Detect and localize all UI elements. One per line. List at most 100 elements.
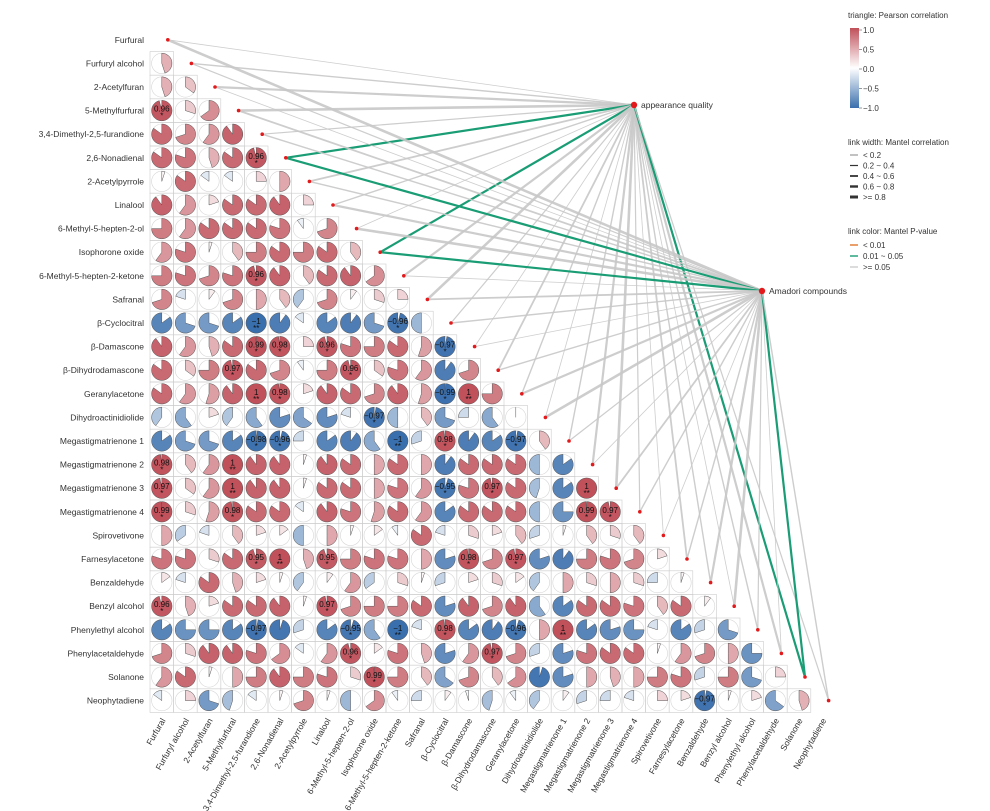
correlation-value: 0.97: [484, 647, 500, 656]
pie-slice: [515, 572, 525, 584]
legend-title-triangle: triangle: Pearson correlation: [848, 11, 948, 20]
pie-slice: [599, 501, 621, 523]
significance-mark: **: [253, 395, 259, 404]
pie-slice: [316, 430, 338, 452]
significance-mark: *: [703, 702, 706, 711]
link-width-label: >= 0.8: [863, 193, 886, 202]
env-node-label: Amadori compounds: [769, 286, 847, 296]
pie-slice: [294, 312, 304, 324]
mantel-link: [633, 104, 688, 560]
pie-slice: [303, 194, 314, 206]
pie-slice: [269, 666, 291, 688]
row-label: Phenylacetaldehyde: [67, 648, 144, 658]
correlation-value: −0.95: [340, 624, 361, 633]
mantel-link: [544, 289, 763, 419]
pie-slice: [320, 642, 338, 664]
mantel-link: [356, 227, 763, 293]
significance-mark: *: [443, 631, 446, 640]
pie-slice: [434, 548, 456, 570]
pie-slice: [205, 501, 220, 523]
correlation-value: 1: [278, 553, 283, 562]
correlation-value: 0.96: [154, 105, 170, 114]
pie-slice: [269, 619, 291, 641]
pie-slice: [387, 359, 409, 381]
pie-slice: [175, 288, 186, 300]
pie-slice: [198, 524, 210, 536]
pie-slice: [245, 501, 267, 523]
pie-slice: [528, 666, 550, 688]
pie-slice: [222, 619, 243, 641]
variable-node: [284, 156, 288, 160]
pie-slice: [245, 336, 267, 358]
correlation-value: −0.99: [435, 388, 456, 397]
pie-slice: [599, 642, 621, 664]
variable-node: [189, 61, 194, 66]
mantel-link: [615, 290, 763, 489]
pie-slice: [657, 548, 668, 560]
pie-slice: [198, 218, 220, 240]
pie-slice: [481, 454, 503, 476]
mantel-link: [426, 104, 635, 301]
mantel-link: [191, 62, 635, 106]
legend-title-link-width: link width: Mantel correlation: [848, 138, 949, 147]
mantel-link: [191, 62, 763, 292]
pie-slice: [633, 666, 645, 688]
mantel-link: [761, 290, 782, 654]
pie-slice: [202, 477, 220, 499]
pie-slice: [269, 241, 291, 263]
pie-slice: [387, 383, 409, 405]
mantel-link: [633, 104, 735, 607]
pie-slice: [279, 524, 289, 536]
pie-slice: [222, 123, 244, 145]
pie-slice: [505, 595, 527, 617]
pie-slice: [232, 572, 244, 593]
correlation-value: 0.98: [225, 506, 241, 515]
mantel-link: [632, 104, 783, 654]
pie-slice: [161, 572, 171, 584]
pie-slice: [202, 123, 220, 145]
pie-slice: [316, 288, 338, 310]
pie-slice: [434, 336, 456, 358]
pie-slice: [151, 642, 173, 664]
row-labels: Furfural Furfuryl alcohol 2-Acetylfuran 5-M…: [39, 35, 145, 706]
mantel-link: [261, 133, 763, 292]
pie-slice: [434, 572, 446, 587]
pie-slice: [198, 690, 220, 712]
pie-slice: [576, 619, 597, 641]
significance-mark: *: [491, 489, 494, 498]
correlation-value: −0.98: [246, 435, 267, 444]
pie-slice: [417, 336, 432, 358]
pie-slice: [271, 642, 291, 664]
pie-slice: [373, 642, 383, 654]
significance-mark: *: [325, 348, 328, 357]
pie-slice: [153, 690, 163, 702]
pie-slice: [727, 642, 739, 664]
pie-slice: [245, 548, 267, 570]
row-label: 5-Methylfurfural: [85, 106, 144, 116]
variable-node: [661, 533, 666, 538]
mantel-link: [427, 290, 763, 301]
pie-slice: [458, 359, 480, 381]
pie-slice: [245, 666, 267, 688]
significance-mark: *: [255, 159, 258, 168]
pie-slice: [458, 666, 480, 688]
pie-slice: [155, 241, 173, 263]
pie-slice: [465, 690, 469, 701]
mantel-link: [285, 156, 763, 293]
pie-slice: [269, 406, 291, 428]
correlation-value: 0.99: [154, 506, 170, 515]
pie-slice: [222, 690, 233, 711]
pie-slice: [552, 501, 574, 523]
pie-slice: [232, 241, 244, 261]
link-color-label: >= 0.05: [863, 263, 891, 272]
pie-slice: [179, 194, 196, 216]
variable-node: [685, 557, 689, 561]
pie-slice: [387, 477, 409, 499]
pie-slice: [694, 690, 715, 712]
row-label: Farnesylacetone: [81, 554, 144, 564]
significance-mark: *: [231, 371, 234, 380]
pie-slice: [340, 548, 362, 570]
pie-slice: [410, 690, 422, 701]
significance-mark: **: [583, 489, 589, 498]
mantel-link: [262, 104, 635, 135]
